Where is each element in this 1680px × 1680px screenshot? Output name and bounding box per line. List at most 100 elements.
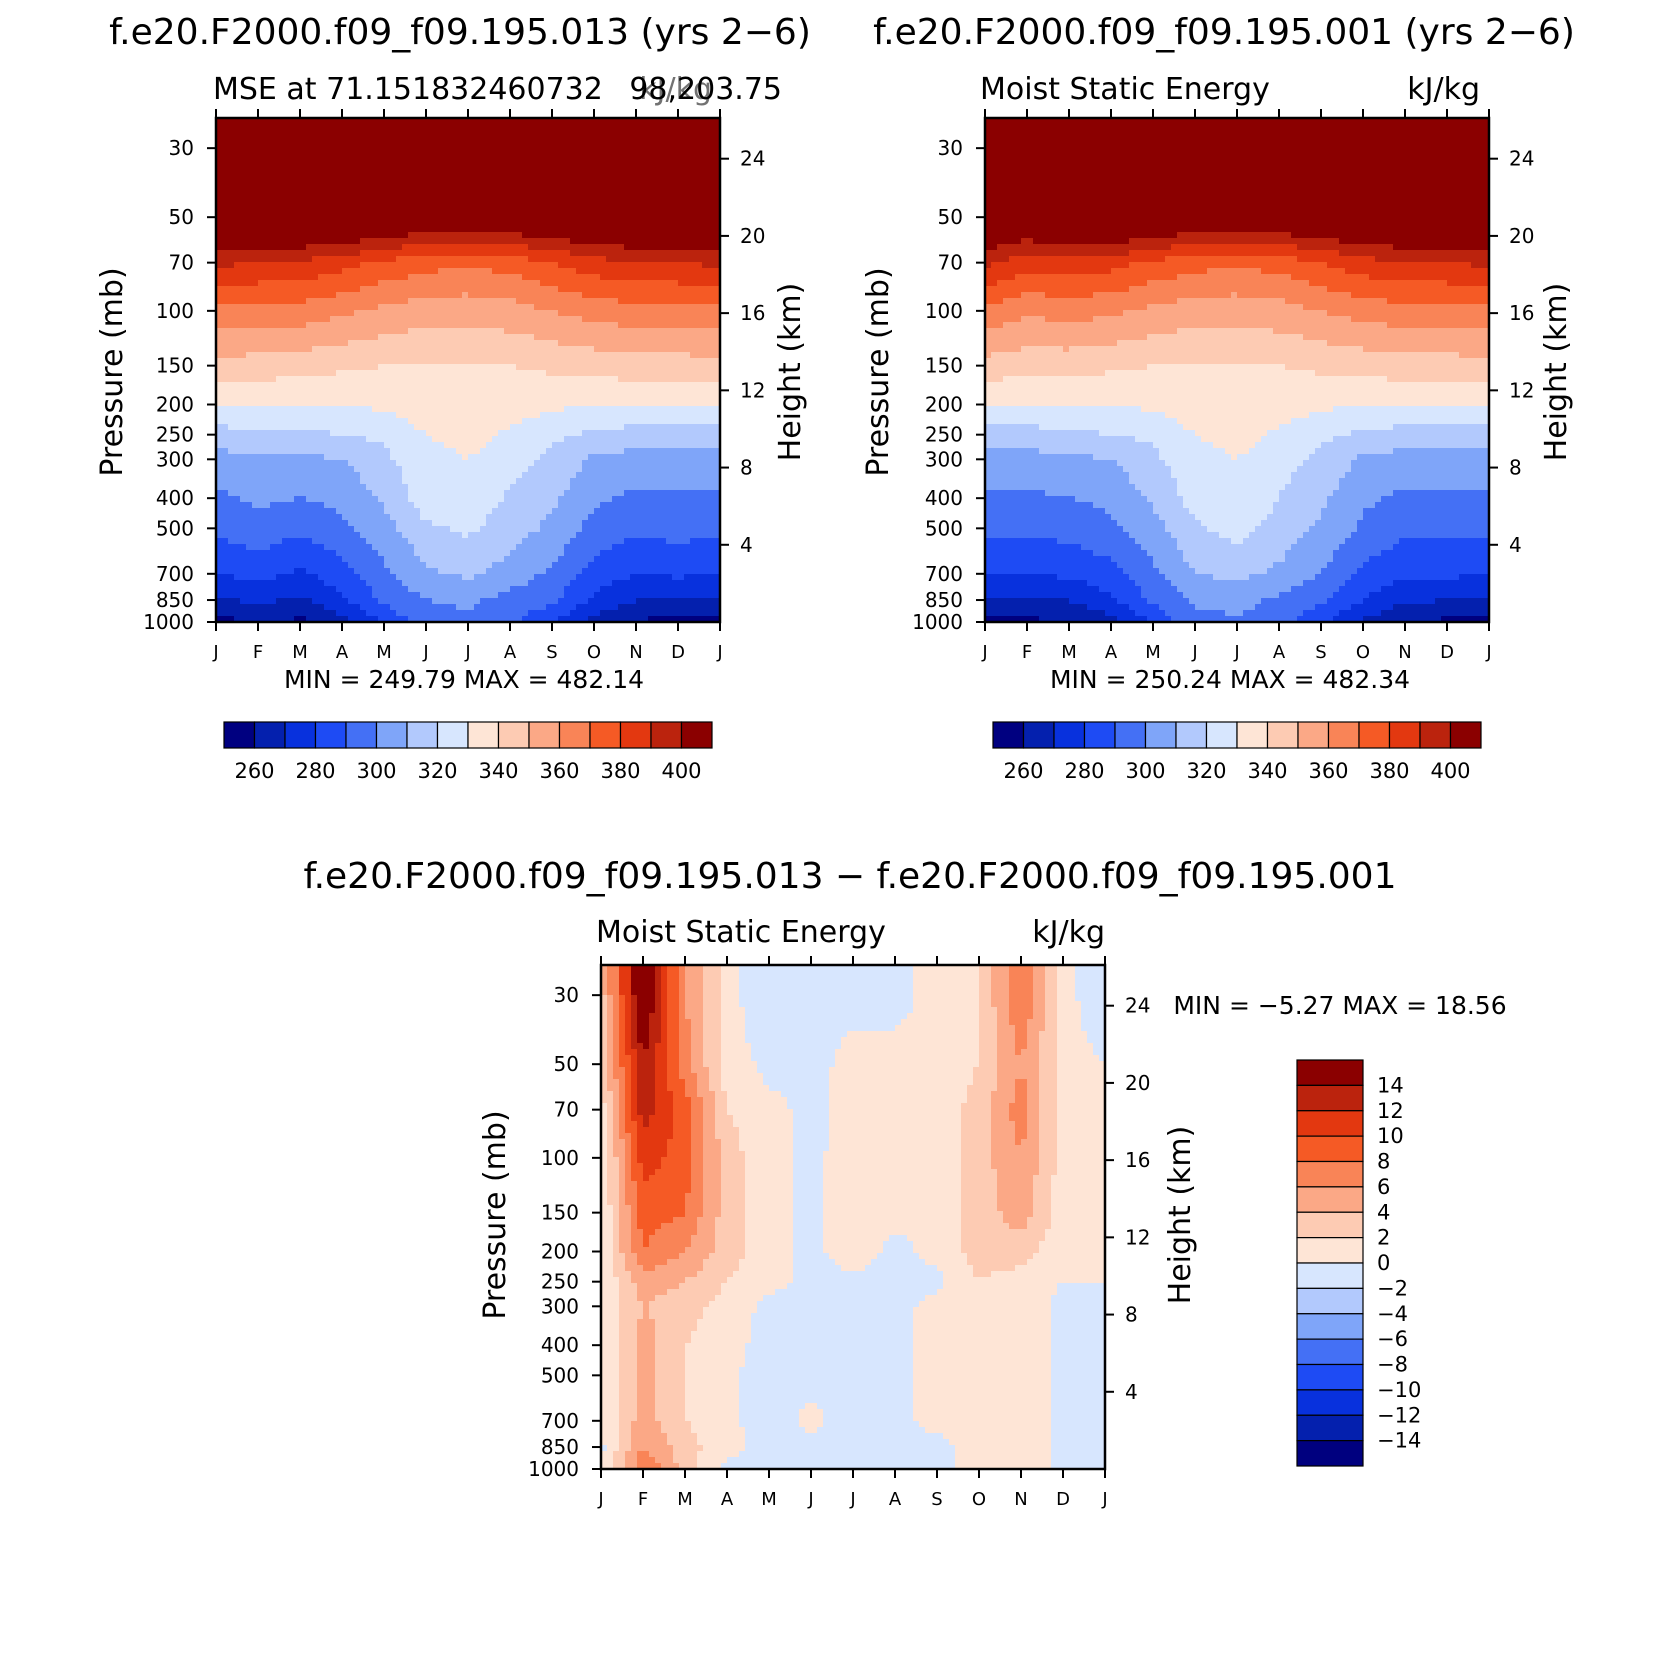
contour-cell (396, 406, 403, 413)
contour-cell (486, 430, 493, 437)
contour-cell (228, 172, 235, 179)
contour-cell (486, 352, 493, 359)
contour-cell (432, 256, 439, 263)
contour-cell (420, 256, 427, 263)
contour-cell (486, 322, 493, 329)
contour-cell (708, 376, 715, 383)
contour-cell (444, 454, 451, 461)
contour-cell (540, 184, 547, 191)
contour-cell (690, 418, 697, 425)
contour-cell (672, 250, 679, 257)
contour-cell (438, 178, 445, 185)
contour-cell (372, 454, 379, 461)
contour-cell (450, 400, 457, 407)
contour-cell (444, 262, 451, 269)
contour-cell (564, 394, 571, 401)
contour-cell (450, 160, 457, 167)
contour-cell (300, 238, 307, 245)
contour-cell (570, 328, 577, 335)
contour-cell (702, 394, 709, 401)
contour-cell (696, 172, 703, 179)
contour-cell (402, 268, 409, 275)
contour-cell (372, 400, 379, 407)
contour-cell (384, 400, 391, 407)
contour-cell (222, 286, 229, 293)
contour-cell (696, 376, 703, 383)
contour-cell (240, 214, 247, 221)
contour-cell (420, 346, 427, 353)
contour-cell (336, 448, 343, 455)
contour-cell (708, 250, 715, 257)
contour-cell (270, 178, 277, 185)
contour-cell (270, 154, 277, 161)
contour-cell (288, 202, 295, 209)
contour-cell (270, 130, 277, 137)
contour-cell (564, 298, 571, 305)
contour-cell (552, 412, 559, 419)
contour-cell (402, 184, 409, 191)
contour-cell (702, 298, 709, 305)
contour-cell (714, 382, 721, 389)
contour-cell (564, 364, 571, 371)
contour-cell (306, 280, 313, 287)
contour-cell (462, 412, 469, 419)
contour-cell (648, 208, 655, 215)
contour-cell (690, 136, 697, 143)
contour-cell (516, 322, 523, 329)
contour-cell (600, 460, 607, 467)
contour-cell (624, 250, 631, 257)
contour-cell (390, 220, 397, 227)
contour-cell (534, 286, 541, 293)
contour-cell (618, 388, 625, 395)
contour-cell (366, 358, 373, 365)
contour-cell (648, 298, 655, 305)
contour-cell (246, 376, 253, 383)
contour-cell (516, 208, 523, 215)
contour-cell (516, 190, 523, 197)
contour-cell (270, 322, 277, 329)
contour-cell (516, 400, 523, 407)
contour-cell (594, 376, 601, 383)
contour-cell (366, 382, 373, 389)
contour-cell (678, 160, 685, 167)
contour-cell (558, 448, 565, 455)
contour-cell (516, 424, 523, 431)
contour-cell (660, 310, 667, 317)
contour-cell (384, 178, 391, 185)
contour-cell (540, 118, 547, 125)
contour-cell (348, 370, 355, 377)
contour-cell (504, 370, 511, 377)
contour-cell (588, 196, 595, 203)
contour-cell (480, 400, 487, 407)
contour-cell (630, 394, 637, 401)
contour-cell (666, 280, 673, 287)
contour-cell (636, 208, 643, 215)
contour-cell (564, 184, 571, 191)
contour-cell (426, 196, 433, 203)
contour-cell (486, 418, 493, 425)
contour-cell (708, 442, 715, 449)
contour-cell (684, 316, 691, 323)
contour-cell (222, 124, 229, 131)
contour-cell (702, 178, 709, 185)
contour-cell (654, 298, 661, 305)
contour-cell (252, 166, 259, 173)
contour-cell (642, 190, 649, 197)
contour-cell (336, 130, 343, 137)
contour-cell (300, 232, 307, 239)
contour-cell (306, 382, 313, 389)
contour-cell (462, 196, 469, 203)
panel1-title: f.e20.F2000.f09_f09.195.013 (yrs 2−6) (109, 12, 811, 53)
contour-cell (342, 340, 349, 347)
contour-cell (246, 370, 253, 377)
contour-cell (240, 238, 247, 245)
contour-cell (558, 406, 565, 413)
contour-cell (672, 418, 679, 425)
contour-cell (258, 250, 265, 257)
contour-cell (522, 358, 529, 365)
contour-cell (222, 406, 229, 413)
contour-cell (612, 352, 619, 359)
contour-cell (516, 250, 523, 257)
contour-cell (534, 460, 541, 467)
contour-cell (240, 472, 247, 479)
